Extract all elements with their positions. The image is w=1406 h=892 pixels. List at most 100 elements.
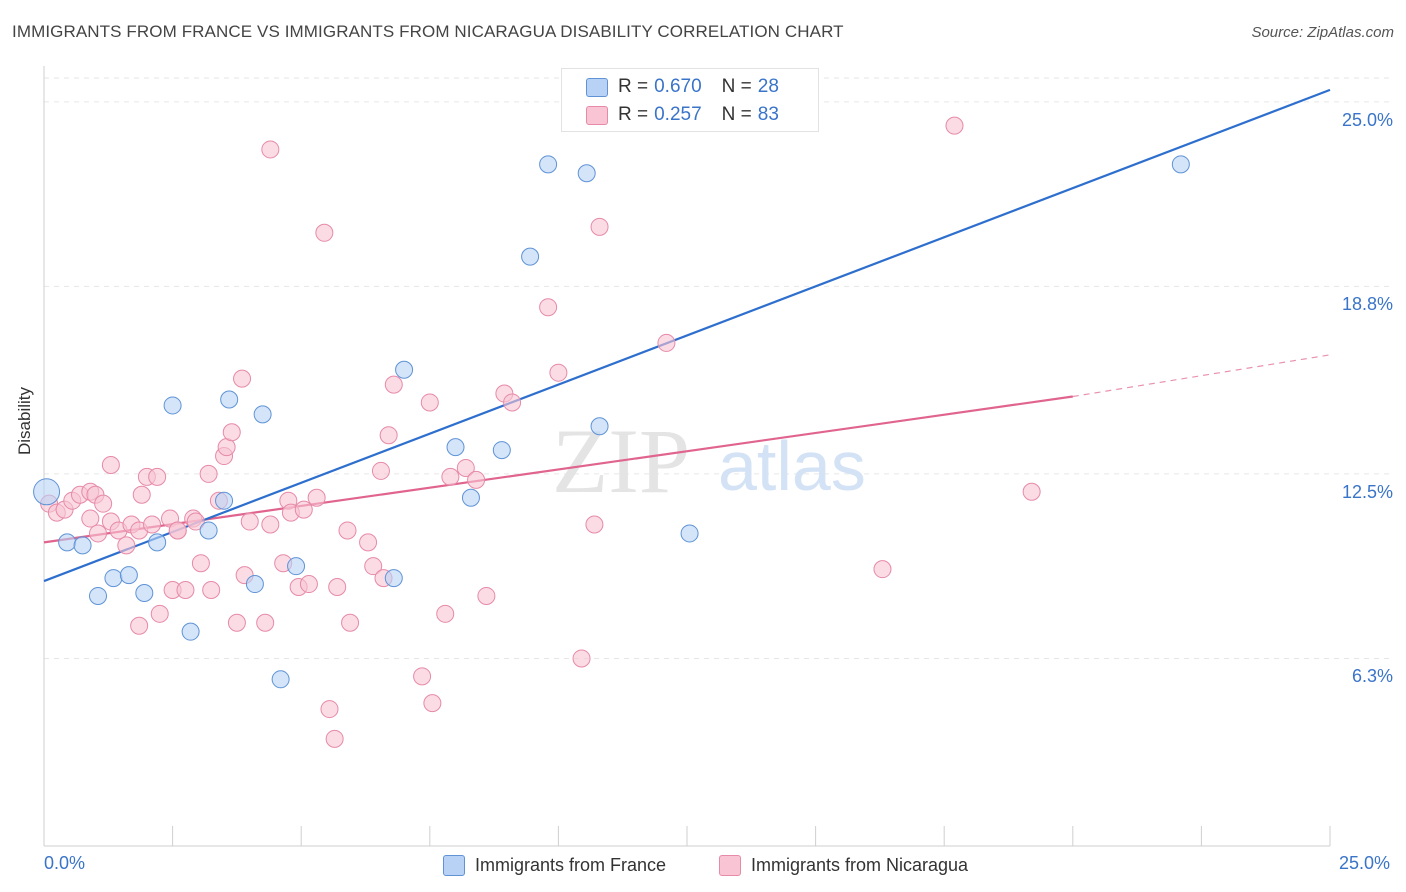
y-tick-label: 18.8% bbox=[1341, 294, 1393, 315]
france-point bbox=[148, 533, 167, 552]
n-label: N = bbox=[721, 104, 752, 125]
chart-title: IMMIGRANTS FROM FRANCE VS IMMIGRANTS FRO… bbox=[12, 22, 844, 41]
nicaragua-point bbox=[315, 223, 334, 242]
nicaragua-point bbox=[168, 521, 187, 540]
y-tick-label: 6.3% bbox=[1351, 666, 1393, 687]
y-tick-label: 25.0% bbox=[1341, 109, 1393, 130]
nicaragua-point bbox=[202, 581, 221, 599]
nicaragua-point bbox=[227, 613, 246, 632]
france-point bbox=[680, 524, 699, 543]
source-label: Source: ZipAtlas.com bbox=[1251, 24, 1394, 41]
nicaragua-point bbox=[328, 578, 347, 597]
france-point bbox=[215, 491, 234, 510]
nicaragua-point bbox=[150, 604, 169, 623]
nicaragua-point bbox=[101, 455, 120, 474]
nicaragua-point bbox=[441, 467, 460, 486]
france-point bbox=[73, 536, 92, 555]
nicaragua-point bbox=[549, 363, 568, 382]
stats-legend-row-nicaragua: R = 0.257 N = 83 bbox=[586, 101, 779, 129]
nicaragua-point bbox=[657, 333, 676, 352]
watermark-atlas: atlas bbox=[718, 427, 866, 505]
n-label: N = bbox=[721, 76, 752, 97]
nicaragua-point bbox=[130, 616, 149, 635]
nicaragua-trend-line bbox=[43, 395, 1073, 544]
france-point bbox=[461, 488, 480, 507]
france-point bbox=[287, 557, 306, 576]
nicaragua-point bbox=[420, 393, 439, 412]
nicaragua-point bbox=[81, 509, 100, 528]
nicaragua-point bbox=[176, 581, 195, 599]
nicaragua-point bbox=[359, 533, 378, 552]
nicaragua-point bbox=[436, 604, 455, 623]
france-point bbox=[395, 360, 414, 379]
x-tick-label-1: 25.0% bbox=[1339, 853, 1391, 873]
nicaragua-point bbox=[294, 500, 313, 519]
legend-label-france: Immigrants from France bbox=[475, 854, 667, 875]
nicaragua-point bbox=[539, 298, 558, 317]
nicaragua-point bbox=[148, 467, 167, 486]
france-swatch bbox=[586, 77, 608, 97]
r-value: 0.257 bbox=[654, 104, 702, 125]
nicaragua-point bbox=[338, 521, 357, 540]
legend-label-nicaragua: Immigrants from Nicaragua bbox=[751, 854, 969, 875]
nicaragua-point bbox=[572, 649, 591, 668]
nicaragua-point bbox=[256, 613, 275, 632]
france-point bbox=[577, 164, 596, 183]
france-point bbox=[492, 441, 511, 460]
nicaragua-points bbox=[40, 116, 1041, 748]
x-tick-label-0: 0.0% bbox=[44, 853, 86, 873]
france-point bbox=[135, 583, 154, 602]
france-point bbox=[253, 405, 272, 424]
nicaragua-point bbox=[233, 369, 252, 388]
nicaragua-point bbox=[585, 515, 604, 534]
r-value: 0.670 bbox=[654, 76, 702, 97]
france-legend-swatch bbox=[443, 854, 465, 876]
nicaragua-point bbox=[89, 524, 108, 543]
france-point bbox=[590, 417, 609, 436]
france-points bbox=[33, 155, 1190, 689]
france-point bbox=[181, 622, 200, 641]
france-point bbox=[539, 155, 558, 174]
nicaragua-point bbox=[456, 458, 475, 477]
y-tick-label: 12.5% bbox=[1341, 481, 1393, 502]
nicaragua-point bbox=[299, 575, 318, 594]
nicaragua-point bbox=[117, 536, 136, 555]
nicaragua-point bbox=[143, 515, 162, 534]
legend-item-nicaragua[interactable]: Immigrants from Nicaragua bbox=[719, 852, 968, 878]
nicaragua-point bbox=[467, 470, 486, 489]
nicaragua-point bbox=[873, 560, 892, 579]
nicaragua-point bbox=[364, 557, 383, 576]
france-point bbox=[446, 438, 465, 457]
stats-legend: R = 0.670 N = 28 R = 0.257 N = 83 bbox=[561, 68, 819, 132]
nicaragua-point bbox=[199, 464, 218, 483]
nicaragua-point bbox=[1022, 482, 1041, 501]
nicaragua-point bbox=[477, 586, 496, 605]
n-value: 28 bbox=[757, 76, 779, 97]
nicaragua-point bbox=[191, 554, 210, 573]
nicaragua-legend-swatch bbox=[719, 854, 741, 876]
nicaragua-point bbox=[590, 217, 609, 236]
france-point bbox=[119, 566, 138, 585]
nicaragua-point bbox=[307, 488, 326, 507]
nicaragua-point bbox=[240, 512, 259, 531]
nicaragua-point bbox=[320, 700, 339, 719]
legend-item-france[interactable]: Immigrants from France bbox=[443, 852, 666, 878]
nicaragua-point bbox=[261, 515, 280, 534]
nicaragua-point bbox=[423, 694, 442, 713]
nicaragua-point bbox=[945, 116, 964, 135]
nicaragua-trend-extension bbox=[1072, 354, 1331, 398]
nicaragua-point bbox=[413, 667, 432, 686]
france-point bbox=[271, 670, 290, 689]
france-trend-line bbox=[43, 88, 1331, 583]
nicaragua-point bbox=[132, 485, 151, 504]
trend-lines bbox=[43, 88, 1331, 583]
r-label: R = bbox=[618, 76, 649, 97]
nicaragua-point bbox=[379, 426, 398, 445]
r-label: R = bbox=[618, 104, 649, 125]
france-point bbox=[1171, 155, 1190, 174]
nicaragua-swatch bbox=[586, 105, 608, 125]
nicaragua-point bbox=[94, 494, 113, 513]
stats-legend-row-france: R = 0.670 N = 28 bbox=[586, 73, 779, 101]
france-point bbox=[104, 569, 123, 588]
